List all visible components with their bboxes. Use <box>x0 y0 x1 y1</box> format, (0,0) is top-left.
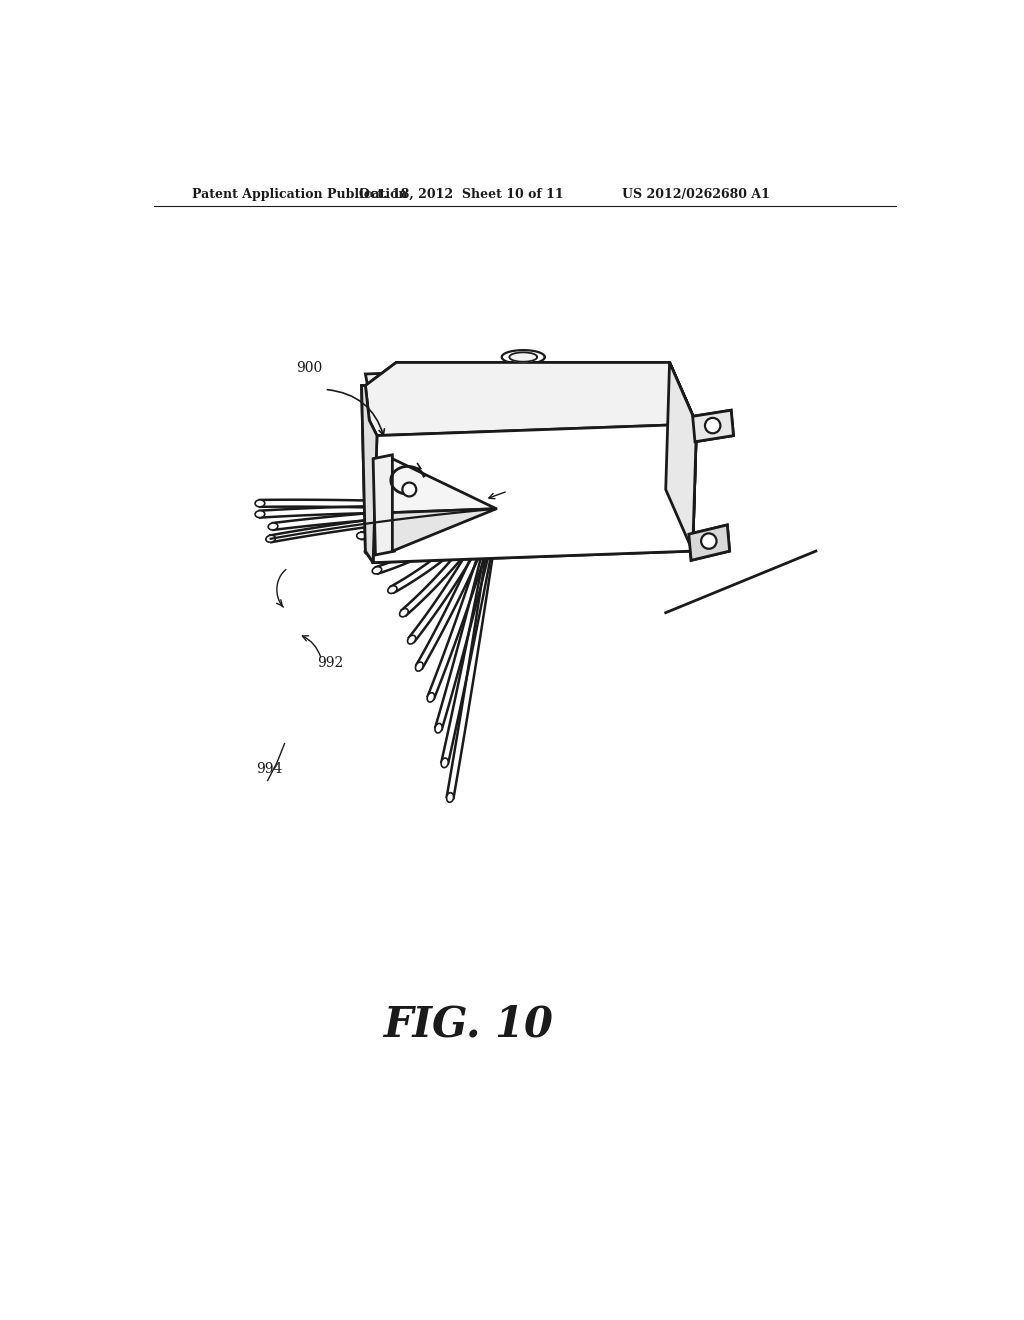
Polygon shape <box>373 455 394 554</box>
Ellipse shape <box>388 586 397 594</box>
Polygon shape <box>366 363 696 436</box>
Ellipse shape <box>255 500 265 507</box>
Polygon shape <box>509 352 538 362</box>
Polygon shape <box>692 411 733 442</box>
Text: 992: 992 <box>316 656 343 669</box>
Polygon shape <box>366 363 696 436</box>
Polygon shape <box>373 424 696 562</box>
Text: US 2012/0262680 A1: US 2012/0262680 A1 <box>622 187 770 201</box>
Circle shape <box>701 533 717 549</box>
Polygon shape <box>689 525 730 561</box>
Circle shape <box>705 418 720 433</box>
Text: 900: 900 <box>296 362 323 375</box>
Circle shape <box>402 483 416 496</box>
Ellipse shape <box>399 609 409 616</box>
Polygon shape <box>689 525 730 561</box>
Text: FIG. 10: FIG. 10 <box>384 1003 554 1045</box>
Polygon shape <box>692 411 733 442</box>
Circle shape <box>701 533 717 549</box>
Text: Patent Application Publication: Patent Application Publication <box>193 187 408 201</box>
Ellipse shape <box>255 511 265 517</box>
Ellipse shape <box>372 566 382 574</box>
Text: Oct. 18, 2012  Sheet 10 of 11: Oct. 18, 2012 Sheet 10 of 11 <box>359 187 564 201</box>
Ellipse shape <box>416 663 423 671</box>
Ellipse shape <box>441 758 449 768</box>
Text: 880: 880 <box>500 473 526 486</box>
Ellipse shape <box>408 635 416 644</box>
Circle shape <box>705 418 720 433</box>
Polygon shape <box>392 459 497 512</box>
Polygon shape <box>392 459 497 512</box>
Ellipse shape <box>435 723 442 733</box>
Ellipse shape <box>365 548 374 554</box>
Polygon shape <box>509 352 538 362</box>
Polygon shape <box>666 363 696 552</box>
Polygon shape <box>373 424 696 562</box>
Ellipse shape <box>356 532 367 539</box>
Polygon shape <box>392 508 497 552</box>
Ellipse shape <box>268 523 278 529</box>
Polygon shape <box>366 363 696 436</box>
Ellipse shape <box>266 536 275 543</box>
Polygon shape <box>361 385 377 562</box>
Polygon shape <box>361 385 377 562</box>
Polygon shape <box>666 363 696 552</box>
Ellipse shape <box>427 693 434 702</box>
Ellipse shape <box>446 793 454 803</box>
Text: 994: 994 <box>256 762 283 776</box>
Polygon shape <box>392 508 497 552</box>
Circle shape <box>402 483 416 496</box>
Polygon shape <box>373 455 394 554</box>
